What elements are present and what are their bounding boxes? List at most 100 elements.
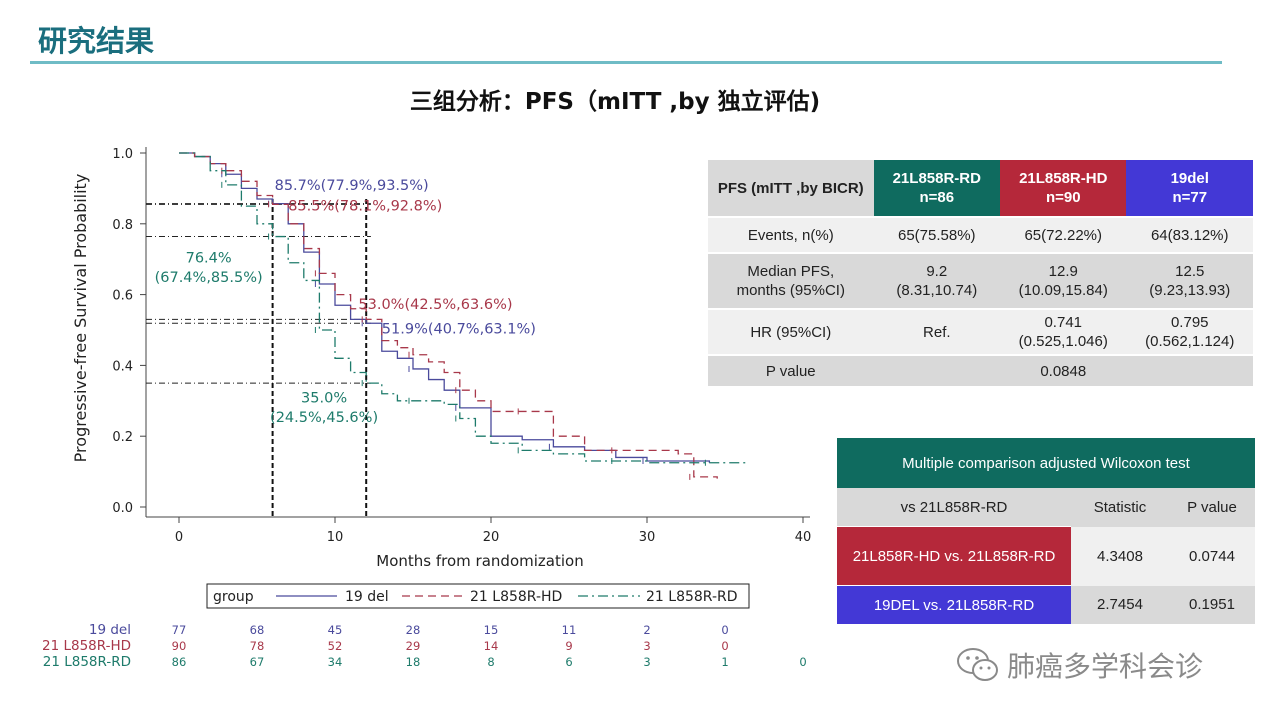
risk-value: 90	[172, 639, 187, 653]
annotation-label: 51.9%(40.7%,63.1%)	[382, 322, 536, 338]
wil-row-label: 19DEL vs. 21L858R-RD	[837, 585, 1071, 624]
risk-table: 19 del 77 68 45 28 15 11 2 021 L858R-HD 90 78 52 29 1…	[42, 622, 807, 670]
cell: 12.9 (10.09,15.84)	[1000, 253, 1127, 310]
risk-value: 29	[406, 639, 421, 653]
risk-value: 1	[721, 655, 728, 669]
risk-row-label: 19 del	[89, 622, 131, 638]
risk-value: 67	[250, 655, 265, 669]
x-tick-label: 20	[483, 530, 500, 545]
pfs-summary-table: PFS (mITT ,by BICR) 21L858R-RD n=86 21L85…	[708, 160, 1253, 388]
row-events: Events, n(%) 65(75.58%) 65(72.22%) 64(83…	[708, 217, 1253, 254]
cell: 9.2 (8.31,10.74)	[873, 253, 1001, 310]
curve-19del	[179, 152, 711, 463]
risk-value: 18	[406, 655, 421, 669]
curve-annotations: 85.7%(77.9%,93.5%) 85.5%(78.1%,92.8%) 76.4…	[155, 178, 536, 426]
col-header-hd: 21L858R-HD n=90	[1000, 160, 1127, 218]
legend: group 19 del 21 L858R-HD 21 L858R-RD	[206, 583, 750, 609]
survival-curves	[179, 152, 749, 480]
risk-value: 0	[799, 655, 806, 669]
row-hr: HR (95%CI) Ref. 0.741 (0.525,1.046) 0.795…	[708, 309, 1253, 356]
wil-row-label: 21L858R-HD vs. 21L858R-RD	[837, 526, 1071, 586]
watermark-text: 肺癌多学科会诊	[1007, 650, 1204, 683]
row-label: Median PFS, months (95%CI)	[708, 253, 874, 310]
section-title: 研究结果	[38, 24, 155, 58]
cell: 12.5 (9.23,13.93)	[1126, 253, 1253, 310]
cell: 0.795 (0.562,1.124)	[1126, 309, 1253, 356]
annotation-label: 53.0%(42.5%,63.6%)	[358, 297, 512, 313]
header-divider	[30, 61, 1222, 64]
risk-value: 6	[565, 655, 572, 669]
x-tick-label: 0	[175, 530, 183, 545]
curve-rd	[179, 152, 749, 464]
risk-value: 15	[484, 623, 499, 637]
y-tick-label: 0.4	[112, 359, 133, 374]
slide-title: 三组分析：PFS（mITT ,by 独立评估)	[409, 89, 821, 115]
risk-row-label: 21 L858R-RD	[43, 654, 131, 670]
cell: 0.0848	[873, 355, 1253, 388]
wechat-icon	[957, 648, 998, 681]
curve-hd	[179, 152, 718, 479]
annotation-label: 35.0%	[301, 391, 347, 407]
legend-entry-hd: 21 L858R-HD	[470, 589, 562, 605]
cell: 0.741 (0.525,1.046)	[1000, 309, 1127, 356]
risk-value: 0	[721, 623, 728, 637]
y-tick-label: 0.0	[112, 501, 133, 516]
y-tick-label: 0.2	[112, 430, 133, 445]
x-tick-label: 40	[795, 530, 812, 545]
risk-value: 28	[406, 623, 421, 637]
annotation-label: 85.7%(77.9%,93.5%)	[275, 178, 429, 194]
risk-value: 0	[721, 639, 728, 653]
annotation-label: 85.5%(78.1%,92.8%)	[288, 198, 442, 214]
wil-header: vs 21L858R-RD	[837, 488, 1071, 527]
y-ticks: 0.0 0.2 0.4 0.6 0.8 1.0	[112, 147, 146, 516]
plot-axes	[145, 147, 810, 518]
pfs-table-corner: PFS (mITT ,by BICR)	[708, 160, 874, 218]
wil-p: 0.0744	[1169, 526, 1255, 586]
risk-value: 78	[250, 639, 265, 653]
annotation-label: (67.4%,85.5%)	[155, 270, 263, 286]
risk-value: 9	[565, 639, 572, 653]
cell: Ref.	[873, 309, 1001, 356]
y-axis-label: Progressive-free Survival Probability	[71, 174, 90, 463]
row-label: Events, n(%)	[708, 217, 874, 254]
legend-entry-rd: 21 L858R-RD	[646, 589, 738, 605]
risk-value: 52	[328, 639, 343, 653]
row-median-pfs: Median PFS, months (95%CI) 9.2 (8.31,10.74…	[708, 253, 1253, 310]
risk-value: 45	[328, 623, 343, 637]
legend-entry-19del: 19 del	[345, 589, 389, 605]
x-axis-label: Months from randomization	[376, 552, 583, 570]
y-tick-label: 1.0	[112, 147, 133, 162]
wil-header: P value	[1169, 488, 1255, 527]
annotation-label: (24.5%,45.6%)	[270, 410, 378, 426]
risk-value: 34	[328, 655, 343, 669]
cell: 65(72.22%)	[1000, 217, 1127, 254]
km-survival-chart: 0.00.20.40.60.81.0 0 10 20 30 40 Progressive…	[42, 147, 811, 670]
risk-value: 14	[484, 639, 499, 653]
wilcoxon-table: Multiple comparison adjusted Wilcoxon te…	[837, 438, 1255, 624]
risk-value: 68	[250, 623, 265, 637]
risk-value: 11	[562, 623, 577, 637]
y-tick-label: 0.8	[112, 218, 133, 233]
cell: 65(75.58%)	[873, 217, 1001, 254]
cell: 64(83.12%)	[1126, 217, 1253, 254]
row-label: P value	[708, 355, 874, 388]
wil-header: Statistic	[1071, 488, 1169, 527]
risk-value: 86	[172, 655, 187, 669]
legend-title: group	[213, 589, 254, 605]
x-ticks: 0 10 20 30 40	[175, 517, 811, 545]
x-tick-label: 10	[327, 530, 344, 545]
col-header-19del: 19del n=77	[1126, 160, 1253, 218]
risk-value: 77	[172, 623, 187, 637]
watermark: 肺癌多学科会诊	[955, 645, 1203, 685]
annotation-label: 76.4%	[186, 251, 232, 267]
wil-statistic: 2.7454	[1071, 585, 1169, 624]
row-label: HR (95%CI)	[708, 309, 874, 356]
reference-lines	[146, 199, 371, 517]
risk-value: 8	[487, 655, 494, 669]
risk-value: 3	[643, 655, 650, 669]
wilcoxon-title: Multiple comparison adjusted Wilcoxon te…	[837, 438, 1255, 488]
risk-value: 3	[643, 639, 650, 653]
wil-statistic: 4.3408	[1071, 526, 1169, 586]
col-header-rd: 21L858R-RD n=86	[873, 160, 1001, 218]
risk-row-label: 21 L858R-HD	[42, 638, 131, 654]
